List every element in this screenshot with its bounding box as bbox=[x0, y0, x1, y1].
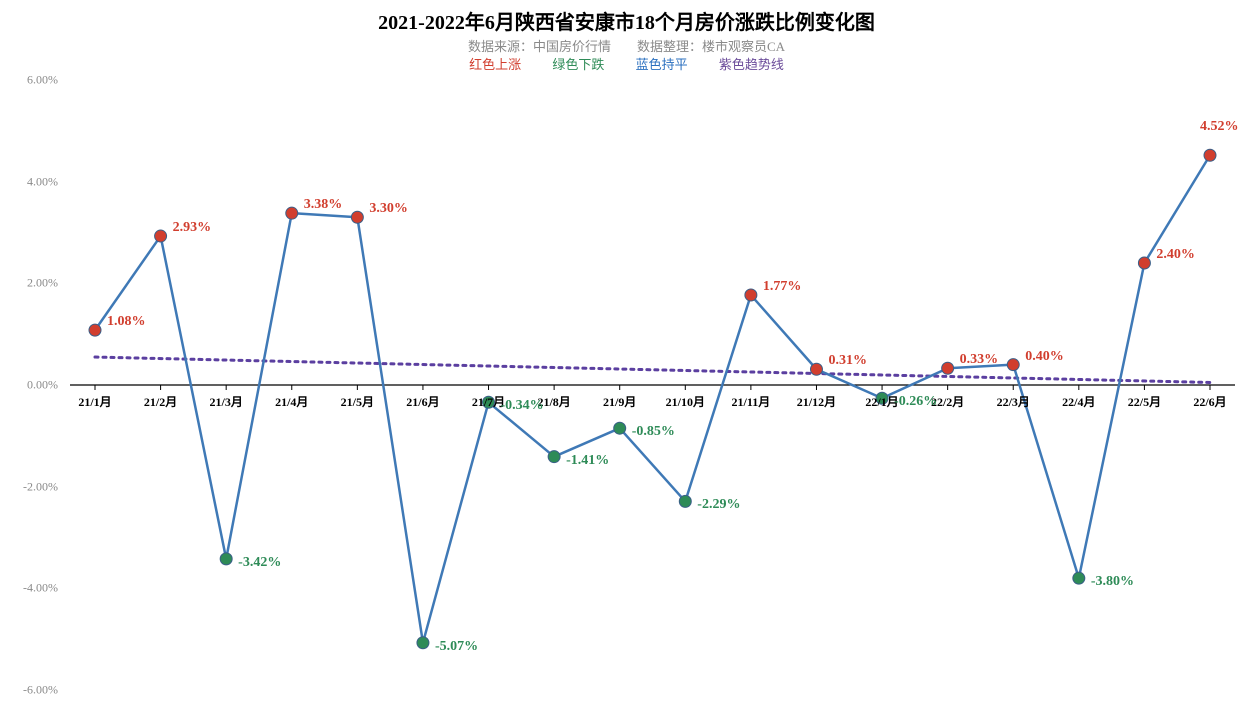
data-point-label: -3.42% bbox=[238, 555, 281, 571]
x-tick-label: 21/11月 bbox=[732, 393, 771, 410]
data-point-label: 2.40% bbox=[1156, 247, 1195, 263]
x-tick-label: 22/4月 bbox=[1062, 393, 1095, 410]
data-point-label: -0.34% bbox=[501, 398, 544, 414]
data-point-label: 3.38% bbox=[304, 197, 343, 213]
data-point-label: 1.77% bbox=[763, 279, 802, 295]
y-tick-label: 2.00% bbox=[0, 276, 58, 291]
chart-svg bbox=[0, 0, 1253, 712]
data-point-label: -1.41% bbox=[566, 453, 609, 469]
x-tick-label: 22/5月 bbox=[1128, 393, 1161, 410]
x-tick-label: 21/2月 bbox=[144, 393, 177, 410]
y-tick-label: -4.00% bbox=[0, 581, 58, 596]
data-point-label: 0.31% bbox=[828, 353, 867, 369]
y-tick-label: -2.00% bbox=[0, 479, 58, 494]
data-point-label: -2.29% bbox=[697, 497, 740, 513]
data-point-label: 0.40% bbox=[1025, 349, 1064, 365]
price-change-chart: 2021-2022年6月陕西省安康市18个月房价涨跌比例变化图 数据来源：中国房… bbox=[0, 0, 1253, 712]
x-tick-label: 21/9月 bbox=[603, 393, 636, 410]
data-point-label: 4.52% bbox=[1200, 119, 1239, 135]
x-tick-label: 21/10月 bbox=[666, 393, 705, 410]
data-point-label: 3.30% bbox=[369, 201, 408, 217]
x-tick-label: 22/6月 bbox=[1193, 393, 1226, 410]
y-tick-label: 6.00% bbox=[0, 73, 58, 88]
data-point-label: -3.80% bbox=[1091, 574, 1134, 590]
data-point-label: 2.93% bbox=[173, 220, 212, 236]
data-point-label: -0.26% bbox=[894, 394, 937, 410]
x-tick-label: 21/1月 bbox=[78, 393, 111, 410]
data-point-label: 0.33% bbox=[960, 352, 999, 368]
y-tick-label: 0.00% bbox=[0, 378, 58, 393]
data-point-label: -0.85% bbox=[632, 424, 675, 440]
x-tick-label: 21/4月 bbox=[275, 393, 308, 410]
x-tick-label: 22/3月 bbox=[997, 393, 1030, 410]
x-tick-label: 21/12月 bbox=[797, 393, 836, 410]
x-tick-label: 21/6月 bbox=[406, 393, 439, 410]
x-tick-label: 21/3月 bbox=[210, 393, 243, 410]
y-tick-label: -6.00% bbox=[0, 683, 58, 698]
data-point-label: -5.07% bbox=[435, 639, 478, 655]
y-tick-label: 4.00% bbox=[0, 174, 58, 189]
x-tick-label: 21/5月 bbox=[341, 393, 374, 410]
data-point-label: 1.08% bbox=[107, 314, 146, 330]
